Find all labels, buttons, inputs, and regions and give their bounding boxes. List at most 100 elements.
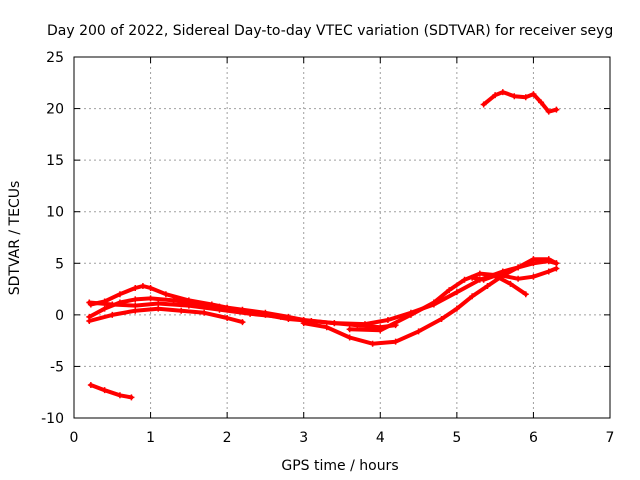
y-tick-label: 0 [55,308,64,324]
data-point [407,311,414,318]
data-point [530,91,537,98]
x-tick-label: 4 [376,430,385,446]
data-point [170,297,177,304]
x-tick-label: 0 [70,430,79,446]
data-point [453,289,460,296]
y-tick-label: 5 [55,256,64,272]
data-point [323,324,330,331]
data-point [132,302,139,309]
data-point [545,108,552,115]
grid [74,57,610,418]
data-point [116,291,123,298]
x-axis-ticks: 0 1 2 3 4 5 6 7 [70,57,615,446]
data-point [553,260,560,267]
data-point [545,256,552,263]
data-point [132,307,139,314]
data-point [224,314,231,321]
data-point [331,320,338,327]
data-point [201,309,208,316]
data-point [87,381,94,388]
data-point [469,293,476,300]
data-point [469,274,476,281]
x-tick-label: 2 [223,430,232,446]
data-point [147,285,154,292]
data-point [484,282,491,289]
data-point [377,327,384,334]
y-tick-label: -10 [41,411,64,427]
y-tick-label: 15 [46,153,64,169]
y-tick-label: -5 [50,359,64,375]
data-point [392,338,399,345]
data-point [128,394,135,401]
x-axis-label: GPS time / hours [281,458,398,474]
data-point [361,321,368,328]
y-tick-label: 10 [46,205,64,221]
data-point [461,276,468,283]
data-point [499,89,506,96]
data-point [101,387,108,394]
data-point [415,328,422,335]
plot-frame [73,56,611,419]
x-tick-label: 3 [299,430,308,446]
data-point [515,275,522,282]
x-tick-label: 1 [146,430,155,446]
x-tick-label: 7 [606,430,615,446]
data-point [139,282,146,289]
y-tick-label: 20 [46,102,64,118]
data-point [553,106,560,113]
data-point [247,310,254,317]
data-point [86,318,93,325]
data-point [132,285,139,292]
series-line-arc-8 [88,383,134,400]
data-point [162,291,169,298]
data-point [178,307,185,314]
data-point [480,101,487,108]
data-point [438,315,445,322]
y-tick-label: 25 [46,50,64,66]
y-axis-label: SDTVAR / TECUs [7,181,23,296]
data-point [430,299,437,306]
data-point [492,92,499,99]
data-point [147,295,154,302]
data-point [515,264,522,271]
series-line-arc-3 [87,306,245,325]
data-point [86,299,93,306]
data-point [369,340,376,347]
data-point [530,273,537,280]
data-point [538,99,545,106]
y-axis-ticks: -10 -5 0 5 10 15 20 25 [41,50,610,427]
data-point [185,302,192,309]
x-tick-label: 5 [452,430,461,446]
data-point [453,305,460,312]
series-line-arc-5 [301,257,559,346]
data-point [277,313,284,320]
data-point [530,256,537,263]
data-point [476,270,483,277]
data-point [346,334,353,341]
data-point [109,301,116,308]
data-point [522,94,529,101]
data-point [480,276,487,283]
data-point [216,306,223,313]
data-point [101,305,108,312]
data-point [507,280,514,287]
data-point [384,317,391,324]
data-series [86,89,560,401]
data-point [132,296,139,303]
data-point [492,272,499,279]
data-point [553,265,560,272]
data-point [155,305,162,312]
data-point [545,268,552,275]
data-point [511,93,518,100]
data-point [300,320,307,327]
data-point [446,287,453,294]
data-point [155,300,162,307]
data-point [239,319,246,326]
data-point [109,311,116,318]
data-point [522,291,529,298]
data-point [116,392,123,399]
x-tick-label: 6 [529,430,538,446]
chart-title: Day 200 of 2022, Sidereal Day-to-day VTE… [47,23,613,39]
data-point [346,326,353,333]
